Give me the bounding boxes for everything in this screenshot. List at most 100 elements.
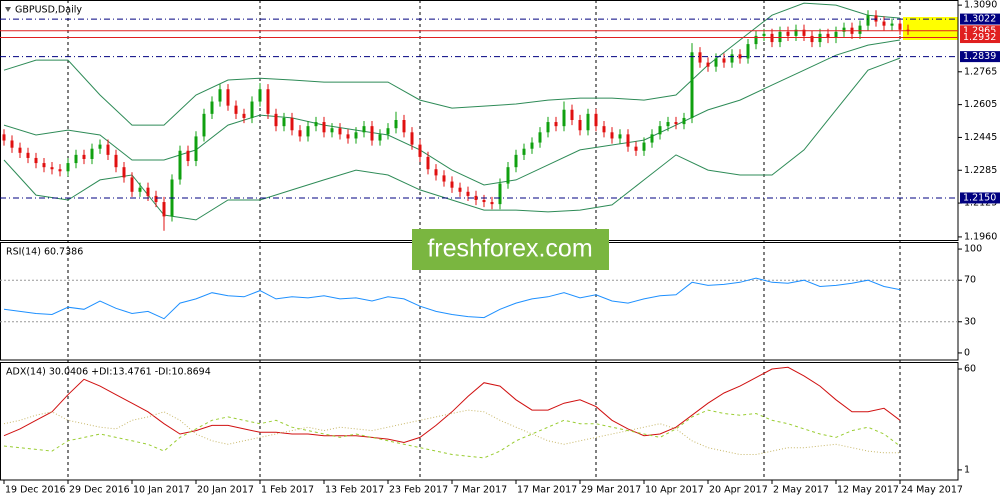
- candle-body: [378, 134, 382, 141]
- candle-body: [594, 113, 598, 127]
- candle-body: [722, 58, 726, 63]
- candle-body: [706, 62, 710, 67]
- candle-body: [578, 120, 582, 131]
- candle-body: [74, 154, 78, 164]
- y-tick-label: 60: [964, 364, 976, 375]
- candle-body: [650, 134, 654, 143]
- candle-body: [874, 15, 878, 22]
- candle-body: [346, 134, 350, 139]
- candle-body: [634, 146, 638, 151]
- candle-body: [194, 136, 198, 162]
- candle-body: [306, 126, 310, 137]
- candle-body: [338, 128, 342, 135]
- candle-body: [530, 142, 534, 149]
- candle-body: [130, 177, 134, 192]
- candle-body: [234, 105, 238, 114]
- x-tick-label: 29 Mar 2017: [581, 485, 641, 496]
- x-tick-label: 23 Feb 2017: [389, 485, 448, 496]
- highlight-zone: [903, 17, 958, 40]
- price-level-box: [960, 25, 1000, 37]
- x-tick-label: 17 Mar 2017: [517, 485, 577, 496]
- candle-body: [858, 25, 862, 34]
- candle-body: [778, 31, 782, 43]
- candle-body: [514, 154, 518, 168]
- price-level-label: 1.2965: [963, 25, 996, 36]
- indicator-line: [3, 277, 901, 320]
- candle-body: [506, 167, 510, 184]
- y-tick-label: 1: [964, 464, 970, 475]
- candle-body: [562, 109, 566, 127]
- candle-body: [90, 148, 94, 159]
- candle-body: [58, 169, 62, 172]
- x-tick-label: 2 May 2017: [773, 485, 829, 496]
- candle-body: [426, 156, 430, 170]
- candle-body: [106, 144, 110, 155]
- watermark-box: [412, 229, 609, 270]
- indicator-line: [3, 409, 900, 455]
- candle-body: [690, 52, 694, 118]
- panel-title: GBPUSD,Daily: [15, 5, 82, 16]
- y-tick-label: 1.1960: [964, 231, 997, 242]
- panel-title: RSI(14) 60.7386: [6, 247, 83, 258]
- title-icon: [5, 7, 11, 12]
- candle-body: [162, 202, 166, 217]
- candle-body: [82, 154, 86, 159]
- candle-body: [738, 54, 742, 59]
- candle-body: [538, 132, 542, 143]
- price-level-box: [960, 13, 1000, 25]
- candle-body: [570, 109, 574, 120]
- adx-panel-frame: [0, 362, 959, 481]
- candle-body: [314, 122, 318, 127]
- candle-body: [290, 117, 294, 131]
- candle-body: [810, 35, 814, 43]
- candle-body: [666, 122, 670, 127]
- candle-body: [714, 58, 718, 67]
- candle-body: [370, 126, 374, 141]
- candle-body: [522, 148, 526, 155]
- candle-body: [2, 134, 6, 141]
- candle-body: [794, 29, 798, 36]
- watermark: freshforex.com: [427, 235, 592, 263]
- candle-body: [138, 187, 142, 192]
- candle-body: [642, 142, 646, 151]
- candle-body: [354, 132, 358, 139]
- y-tick-label: 0: [964, 347, 970, 358]
- candle-body: [842, 27, 846, 32]
- x-tick-label: 19 Dec 2016: [5, 485, 66, 496]
- candle-body: [202, 113, 206, 137]
- candle-body: [10, 140, 14, 148]
- candle-body: [890, 23, 894, 26]
- candle-body: [626, 134, 630, 147]
- candle-body: [898, 23, 902, 30]
- candle-body: [42, 163, 46, 168]
- candle-body: [394, 120, 398, 129]
- x-tick-label: 7 Mar 2017: [453, 485, 507, 496]
- bollinger-middle: [3, 39, 901, 186]
- candle-body: [50, 167, 54, 170]
- price-level-label: 1.2839: [963, 51, 996, 62]
- candle-body: [882, 21, 886, 26]
- candle-body: [266, 89, 270, 114]
- x-tick-label: 10 Jan 2017: [133, 485, 190, 496]
- candle-body: [610, 132, 614, 139]
- candle-body: [802, 29, 806, 36]
- candle-body: [186, 150, 190, 162]
- candle-body: [498, 183, 502, 205]
- y-tick-label: 70: [964, 275, 976, 286]
- indicator-line: [3, 409, 901, 459]
- candle-body: [226, 89, 230, 106]
- candle-body: [866, 15, 870, 26]
- candle-body: [450, 181, 454, 188]
- x-tick-label: 24 May 2017: [901, 485, 963, 496]
- candle-body: [258, 89, 262, 102]
- candle-body: [98, 144, 102, 149]
- candle-body: [458, 187, 462, 192]
- candle-body: [658, 126, 662, 135]
- candle-body: [490, 202, 494, 205]
- x-tick-label: 20 Jan 2017: [197, 485, 254, 496]
- candle-body: [410, 132, 414, 145]
- candle-body: [274, 113, 278, 127]
- price-level-label: 1.2150: [963, 192, 996, 203]
- price-level-box: [960, 32, 1000, 44]
